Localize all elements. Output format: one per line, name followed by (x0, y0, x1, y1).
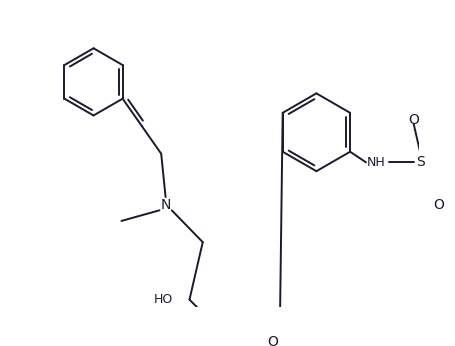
Text: O: O (407, 113, 418, 127)
Text: NH: NH (366, 156, 385, 169)
Text: HO: HO (153, 293, 172, 306)
Text: N: N (160, 198, 171, 212)
Text: O: O (432, 198, 443, 212)
Text: S: S (415, 155, 424, 169)
Text: O: O (267, 335, 278, 346)
